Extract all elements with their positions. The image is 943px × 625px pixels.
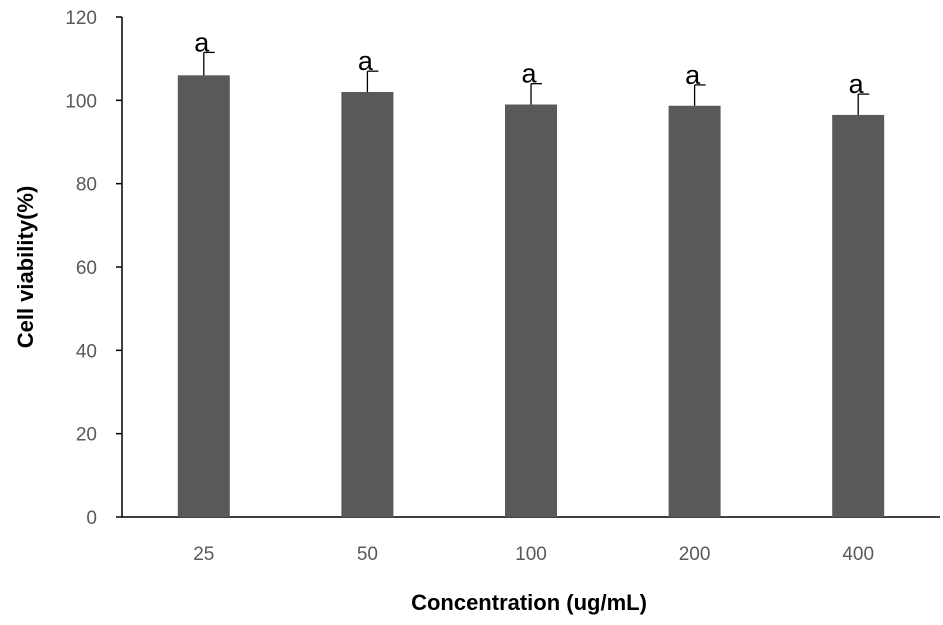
x-tick-label: 25: [193, 544, 214, 565]
x-tick-label: 50: [357, 544, 378, 565]
y-tick-label: 0: [86, 508, 97, 529]
y-axis: 0 20 40 60 80 100 120: [65, 8, 123, 529]
significance-labels: a a a a a: [194, 27, 864, 99]
bar: [341, 92, 394, 517]
bar: [832, 114, 885, 518]
x-axis: 25 50 100 200 400: [122, 516, 940, 565]
x-tick-label: 100: [515, 544, 547, 565]
y-tick-label: 80: [76, 175, 97, 196]
significance-label: a: [685, 60, 701, 90]
significance-label: a: [521, 59, 537, 89]
y-tick-label: 120: [65, 8, 97, 29]
y-tick-label: 40: [76, 341, 97, 362]
y-tick-label: 20: [76, 425, 97, 446]
significance-label: a: [849, 69, 865, 99]
x-tick-label: 400: [842, 544, 874, 565]
bar: [177, 75, 230, 517]
x-axis-title: Concentration (ug/mL): [411, 590, 647, 615]
significance-label: a: [358, 46, 374, 76]
y-tick-label: 100: [65, 91, 97, 112]
bar: [505, 104, 557, 517]
y-axis-title: Cell viability(%): [13, 186, 38, 349]
y-tick-label: 60: [76, 258, 97, 279]
significance-label: a: [194, 27, 210, 57]
bars: [177, 51, 885, 518]
bar: [668, 105, 721, 517]
x-tick-label: 200: [679, 544, 711, 565]
